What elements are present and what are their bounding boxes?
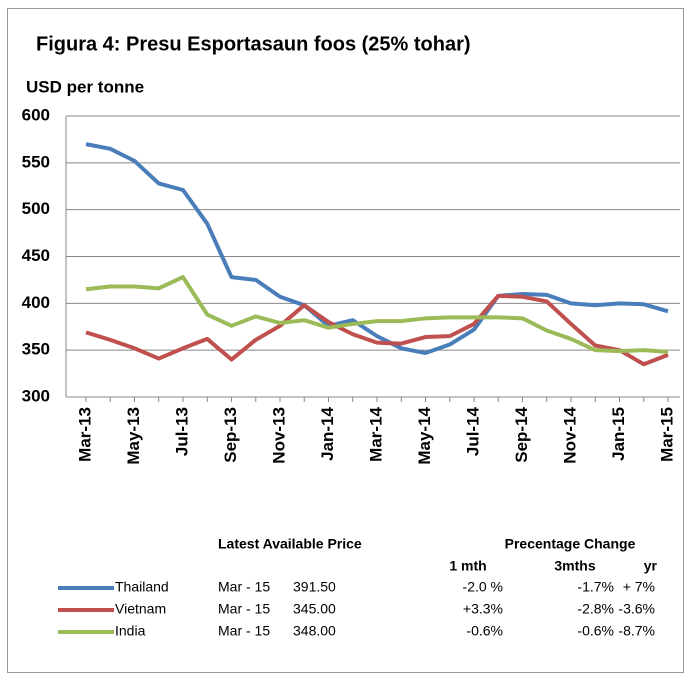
table-cell: + 7% <box>623 579 655 595</box>
x-tick-label: Jan-15 <box>609 407 628 461</box>
y-tick-label: 600 <box>22 105 50 124</box>
x-tick-label: Sep-13 <box>221 407 240 463</box>
table-cell: -2.0 % <box>463 579 503 595</box>
table-subheader: yr <box>644 558 658 574</box>
table-cell: Mar - 15 <box>218 623 270 639</box>
y-tick-label: 300 <box>22 386 50 405</box>
table-header: Precentage Change <box>505 536 636 552</box>
y-tick-label: 550 <box>22 152 50 171</box>
y-tick-label: 400 <box>22 293 50 312</box>
x-tick-label: Sep-14 <box>512 406 531 462</box>
x-tick-label: Jul-13 <box>172 407 191 456</box>
x-tick-label: Nov-13 <box>269 407 288 464</box>
x-tick-label: May-13 <box>124 407 143 465</box>
table-cell: +3.3% <box>463 601 503 617</box>
series-line <box>85 142 669 355</box>
table-cell: Mar - 15 <box>218 601 270 617</box>
legend-label: Vietnam <box>115 601 166 617</box>
series-line <box>85 293 669 367</box>
table-cell: -1.7% <box>577 579 614 595</box>
legend-label: India <box>115 623 146 639</box>
x-tick-label: Nov-14 <box>560 406 579 463</box>
table-subheader: 3mths <box>554 558 595 574</box>
table-cell: Mar - 15 <box>218 579 270 595</box>
y-tick-label: 350 <box>22 340 50 359</box>
x-tick-label: Jul-14 <box>463 406 482 456</box>
table-cell: -3.6% <box>618 601 655 617</box>
table-cell: 391.50 <box>293 579 336 595</box>
chart-title: Figura 4: Presu Esportasaun foos (25% to… <box>36 33 471 55</box>
x-tick-label: May-14 <box>415 406 434 464</box>
x-tick-label: Mar-14 <box>366 406 385 461</box>
table-header: Latest Available Price <box>218 536 362 552</box>
x-tick-label: Mar-15 <box>657 407 676 462</box>
x-tick-label: Jan-14 <box>318 406 337 460</box>
table-cell: 348.00 <box>293 623 336 639</box>
y-axis-label: USD per tonne <box>26 77 144 96</box>
table-cell: -2.8% <box>577 601 614 617</box>
table-cell: -8.7% <box>618 623 655 639</box>
table-cell: -0.6% <box>577 623 614 639</box>
table-cell: 345.00 <box>293 601 336 617</box>
table-subheader: 1 mth <box>449 558 486 574</box>
y-tick-label: 450 <box>22 246 50 265</box>
x-tick-label: Mar-13 <box>75 407 94 462</box>
legend-label: Thailand <box>115 579 169 595</box>
frame <box>7 8 684 673</box>
table-cell: -0.6% <box>466 623 503 639</box>
y-tick-label: 500 <box>22 199 50 218</box>
series-line <box>85 275 669 355</box>
